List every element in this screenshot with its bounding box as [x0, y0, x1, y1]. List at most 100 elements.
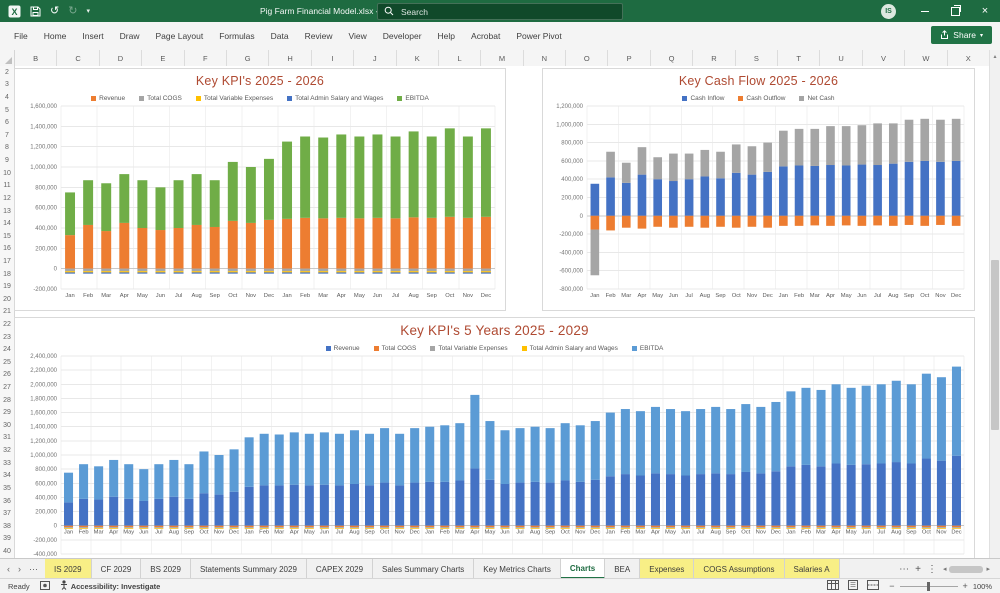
ribbon-tab-draw[interactable]: Draw [119, 31, 140, 41]
ribbon-tab-data[interactable]: Data [270, 31, 289, 41]
column-header-U[interactable]: U [820, 50, 863, 66]
row-header-22[interactable]: 22 [3, 320, 11, 328]
column-header-P[interactable]: P [608, 50, 651, 66]
excel-logo-icon[interactable]: X [8, 5, 21, 18]
legend-item-revenue[interactable]: Revenue [91, 95, 125, 102]
column-header-N[interactable]: N [524, 50, 567, 66]
chart-plot[interactable]: -800,000 -600,000 -400,000 -200,000 0 200,000… [543, 103, 974, 302]
accessibility-status[interactable]: Accessibility: Investigate [60, 580, 160, 592]
chart-plot[interactable]: -400,000 -200,000 0 200,000 400,000 600,000 80… [15, 353, 974, 558]
ribbon-tab-power-pivot[interactable]: Power Pivot [516, 31, 562, 41]
row-header-3[interactable]: 3 [5, 81, 9, 89]
sheet-tab-sales-summary-charts[interactable]: Sales Summary Charts [373, 559, 475, 579]
column-header-V[interactable]: V [863, 50, 906, 66]
ribbon-tab-file[interactable]: File [14, 31, 28, 41]
sheet-tab-cogs-assumptions[interactable]: COGS Assumptions [694, 559, 785, 579]
row-header-32[interactable]: 32 [3, 447, 11, 455]
vertical-scrollbar-thumb[interactable] [991, 260, 999, 430]
row-header-33[interactable]: 33 [3, 459, 11, 467]
legend-item-total-variable-expenses[interactable]: Total Variable Expenses [195, 95, 273, 102]
row-header-14[interactable]: 14 [3, 220, 11, 228]
row-header-27[interactable]: 27 [3, 384, 11, 392]
zoom-slider-thumb[interactable] [926, 581, 930, 591]
macro-record-icon[interactable] [39, 580, 50, 592]
sheet-tab-bs-2029[interactable]: BS 2029 [141, 559, 191, 579]
row-header-16[interactable]: 16 [3, 245, 11, 253]
page-break-view-icon[interactable] [867, 580, 880, 592]
column-header-S[interactable]: S [736, 50, 779, 66]
row-header-38[interactable]: 38 [3, 522, 11, 530]
column-header-Q[interactable]: Q [651, 50, 694, 66]
legend-item-cash-inflow[interactable]: Cash Inflow [682, 95, 724, 102]
ribbon-tab-insert[interactable]: Insert [82, 31, 104, 41]
column-header-G[interactable]: G [227, 50, 270, 66]
search-input[interactable] [399, 5, 603, 18]
row-header-6[interactable]: 6 [5, 119, 9, 127]
legend-item-cash-outflow[interactable]: Cash Outflow [738, 95, 785, 102]
sheet-area[interactable]: 2 3 4 5 6 7 8 9 10 11 12 13 14 15 16 17 18 19 20 21 22 23 24 25… [0, 66, 990, 558]
sheet-tab-bea[interactable]: BEA [605, 559, 641, 579]
row-header-21[interactable]: 21 [3, 308, 11, 316]
minimize-button[interactable] [910, 0, 940, 22]
legend-item-ebitda[interactable]: EBITDA [631, 345, 663, 352]
tab-overflow-icon[interactable]: ⋯ [899, 563, 910, 575]
ribbon-tab-review[interactable]: Review [304, 31, 333, 41]
chart-key-kpis-5-years[interactable]: Key KPI's 5 Years 2025 - 2029 Revenue Tot… [14, 317, 975, 558]
sheet-tab-key-metrics-charts[interactable]: Key Metrics Charts [474, 559, 561, 579]
sheet-tab-charts[interactable]: Charts [560, 559, 606, 579]
chart-plot[interactable]: -200,000 0 200,000 400,000 600,000 800,000 1,0… [15, 103, 505, 302]
hscroll-left-icon[interactable]: ◂ [942, 566, 947, 573]
sheet-tab-expenses[interactable]: Expenses [640, 559, 695, 579]
select-all-corner[interactable] [0, 50, 15, 66]
row-header-8[interactable]: 8 [5, 144, 9, 152]
row-header-30[interactable]: 30 [3, 421, 11, 429]
legend-item-net-cash[interactable]: Net Cash [799, 95, 835, 102]
row-header-23[interactable]: 23 [3, 333, 11, 341]
row-header-31[interactable]: 31 [3, 434, 11, 442]
ribbon-tab-developer[interactable]: Developer [382, 31, 422, 41]
column-header-X[interactable]: X [948, 50, 990, 66]
row-header-2[interactable]: 2 [5, 68, 9, 76]
row-header-7[interactable]: 7 [5, 131, 9, 139]
share-button[interactable]: Share ▾ [931, 26, 992, 44]
row-header-29[interactable]: 29 [3, 409, 11, 417]
scrollbar-up-icon[interactable]: ▴ [993, 53, 997, 60]
sheet-list-icon[interactable]: ⋯ [29, 563, 38, 574]
legend-item-ebitda[interactable]: EBITDA [397, 95, 429, 102]
row-header-9[interactable]: 9 [5, 157, 9, 165]
row-header-35[interactable]: 35 [3, 484, 11, 492]
legend-item-revenue[interactable]: Revenue [325, 345, 360, 352]
column-header-B[interactable]: B [15, 50, 58, 66]
row-header-13[interactable]: 13 [3, 207, 11, 215]
row-header-25[interactable]: 25 [3, 358, 11, 366]
row-header-11[interactable]: 11 [3, 182, 11, 190]
sheet-tab-salaries-a[interactable]: Salaries A [784, 559, 840, 579]
customize-qat-icon[interactable]: ▾ [86, 8, 90, 15]
row-header-26[interactable]: 26 [3, 371, 11, 379]
sheet-tab-cf-2029[interactable]: CF 2029 [92, 559, 142, 579]
legend-item-total-variable-expenses[interactable]: Total Variable Expenses [430, 345, 508, 352]
prev-sheet-icon[interactable]: ‹ [7, 564, 10, 574]
row-header-18[interactable]: 18 [3, 270, 11, 278]
ribbon-tab-view[interactable]: View [348, 31, 367, 41]
column-header-F[interactable]: F [185, 50, 227, 66]
legend-item-total-admin-salary-and-wages[interactable]: Total Admin Salary and Wages [521, 345, 618, 352]
row-header-24[interactable]: 24 [3, 346, 11, 354]
row-header-10[interactable]: 10 [3, 169, 11, 177]
vertical-scrollbar[interactable]: ▴ [989, 50, 1000, 558]
column-header-R[interactable]: R [693, 50, 736, 66]
horizontal-scrollbar-thumb[interactable] [949, 565, 984, 573]
chart-key-kpis-2025-2026[interactable]: Key KPI's 2025 - 2026 Revenue Total COGS T… [14, 68, 506, 311]
column-header-K[interactable]: K [397, 50, 439, 66]
ribbon-tab-help[interactable]: Help [437, 31, 456, 41]
column-header-I[interactable]: I [312, 50, 355, 66]
legend-item-total-cogs[interactable]: Total COGS [373, 345, 416, 352]
restore-button[interactable] [940, 0, 970, 22]
row-header-12[interactable]: 12 [3, 194, 11, 202]
zoom-in-icon[interactable]: + [962, 581, 968, 591]
save-icon[interactable] [30, 6, 41, 17]
row-header-15[interactable]: 15 [3, 232, 11, 240]
column-header-O[interactable]: O [566, 50, 609, 66]
column-header-D[interactable]: D [100, 50, 143, 66]
undo-icon[interactable]: ↺ [50, 4, 60, 17]
